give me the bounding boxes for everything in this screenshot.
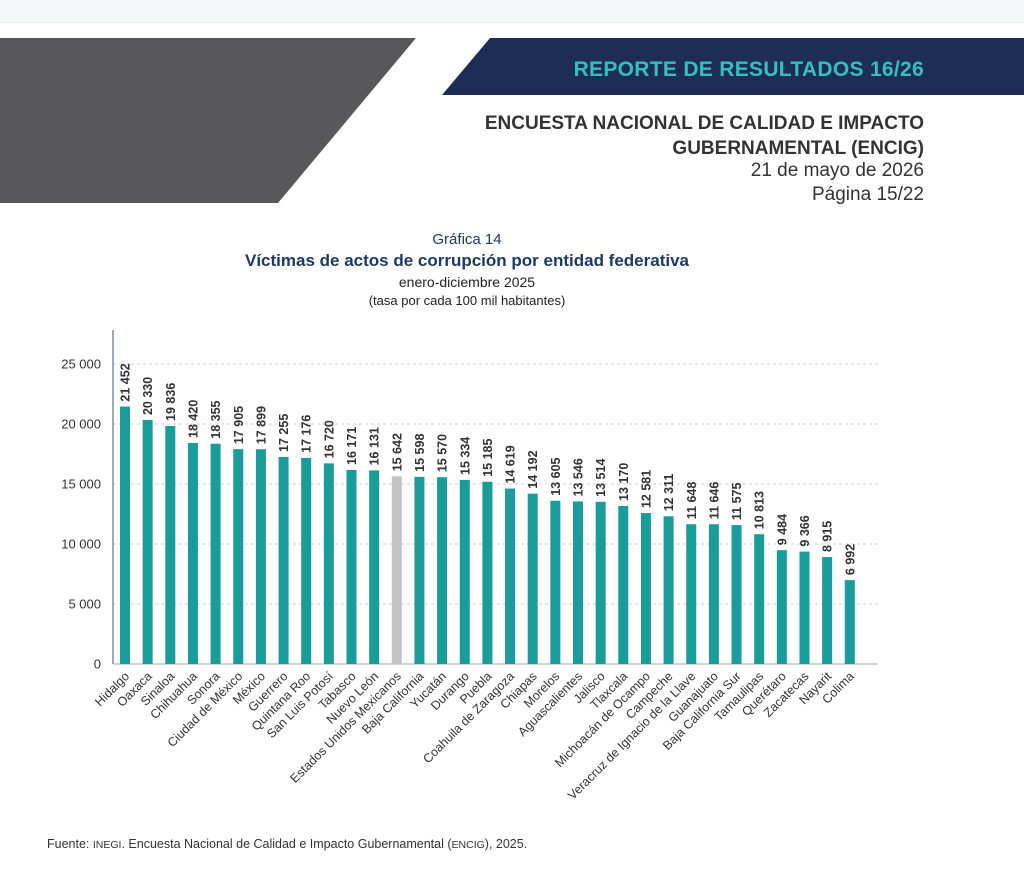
bar bbox=[686, 524, 697, 664]
y-tick-label: 25 000 bbox=[61, 357, 101, 372]
header-banner bbox=[0, 38, 1024, 203]
bar-value-label: 13 170 bbox=[617, 463, 631, 501]
bar-value-label: 11 648 bbox=[685, 482, 699, 520]
y-tick-label: 5 000 bbox=[68, 597, 101, 612]
bar bbox=[323, 463, 334, 664]
bar bbox=[754, 534, 765, 664]
bar-value-label: 13 546 bbox=[572, 458, 586, 496]
bar bbox=[776, 550, 787, 664]
bar-value-label: 15 334 bbox=[458, 437, 472, 475]
bar bbox=[595, 501, 606, 664]
bar bbox=[255, 449, 266, 664]
bar bbox=[527, 493, 538, 664]
bar-value-label: 9 484 bbox=[775, 514, 789, 545]
bar-value-label: 15 570 bbox=[436, 434, 450, 472]
y-tick-label: 15 000 bbox=[61, 477, 101, 492]
bar bbox=[233, 449, 244, 664]
y-tick-label: 20 000 bbox=[61, 417, 101, 432]
bar bbox=[414, 476, 425, 664]
bar bbox=[459, 479, 470, 664]
bar-value-label: 13 514 bbox=[594, 459, 608, 497]
bar-value-label: 13 605 bbox=[549, 457, 563, 495]
bar bbox=[482, 481, 493, 664]
footer-text-after: ), 2025. bbox=[484, 837, 528, 851]
bar-value-label: 6 992 bbox=[843, 544, 857, 575]
bar bbox=[210, 443, 221, 664]
footer-prefix: Fuente: bbox=[47, 837, 90, 851]
bar bbox=[301, 457, 312, 664]
bar-value-label: 15 185 bbox=[481, 438, 495, 476]
bar-value-label: 11 575 bbox=[730, 483, 744, 521]
bar-value-label: 18 420 bbox=[186, 400, 200, 438]
bar bbox=[618, 505, 629, 664]
bar-value-label: 12 311 bbox=[662, 474, 676, 512]
chart-units: (tasa por cada 100 mil habitantes) bbox=[368, 293, 566, 308]
bar bbox=[822, 557, 833, 664]
bar bbox=[640, 513, 651, 664]
y-tick-label: 0 bbox=[94, 657, 101, 672]
source-footer: Fuente: INEGI. Encuesta Nacional de Cali… bbox=[47, 837, 527, 851]
bar-value-label: 20 330 bbox=[141, 377, 155, 415]
bar bbox=[799, 551, 810, 664]
bar-value-label: 16 131 bbox=[368, 427, 382, 465]
chart-label: Gráfica 14 bbox=[432, 231, 502, 248]
bar-value-label: 16 720 bbox=[322, 420, 336, 458]
bar-value-label: 21 452 bbox=[119, 363, 133, 401]
banner-gray-block bbox=[0, 38, 416, 203]
top-strip bbox=[0, 0, 1024, 23]
bar bbox=[120, 406, 130, 664]
bar-value-label: 16 171 bbox=[345, 427, 359, 465]
survey-title: ENCUESTA NACIONAL DE CALIDAD E IMPACTO G… bbox=[484, 113, 924, 159]
footer-text-before: . Encuesta Nacional de Calidad e Impacto… bbox=[121, 837, 452, 851]
bar-value-label: 8 915 bbox=[821, 521, 835, 552]
bar bbox=[550, 500, 561, 664]
report-page-number: Página 15/22 bbox=[812, 184, 924, 205]
bar-value-label: 11 646 bbox=[707, 482, 721, 520]
bar bbox=[391, 476, 402, 664]
bar-value-label: 15 598 bbox=[413, 434, 427, 472]
bar bbox=[731, 525, 742, 664]
bar-value-label: 17 176 bbox=[300, 415, 314, 453]
banner-navy-block bbox=[442, 38, 1024, 95]
bar bbox=[278, 456, 289, 664]
bar-value-label: 14 619 bbox=[504, 445, 518, 483]
bar bbox=[346, 469, 357, 664]
footer-org: INEGI bbox=[92, 839, 122, 851]
bar bbox=[844, 580, 855, 664]
bar-value-label: 17 905 bbox=[232, 406, 246, 444]
bar-value-label: 18 355 bbox=[209, 400, 223, 438]
bar bbox=[187, 442, 198, 664]
bar bbox=[369, 470, 380, 664]
bar-value-label: 17 255 bbox=[277, 414, 291, 452]
chart-title: Víctimas de actos de corrupción por enti… bbox=[244, 251, 689, 270]
bar-value-label: 17 899 bbox=[254, 406, 268, 444]
bar bbox=[573, 501, 583, 664]
bar bbox=[142, 420, 153, 664]
bar-value-label: 15 642 bbox=[390, 433, 404, 471]
bar-value-label: 10 813 bbox=[753, 491, 767, 529]
bar-value-label: 19 836 bbox=[164, 383, 178, 421]
bar bbox=[663, 516, 674, 664]
bar-value-label: 9 366 bbox=[798, 515, 812, 546]
bar-value-label: 14 192 bbox=[526, 450, 540, 488]
bar bbox=[505, 488, 516, 664]
bar bbox=[437, 477, 448, 664]
bar bbox=[165, 425, 176, 664]
report-title: REPORTE DE RESULTADOS 16/26 bbox=[573, 58, 924, 81]
y-tick-label: 10 000 bbox=[61, 537, 101, 552]
bar-value-label: 12 581 bbox=[639, 470, 653, 508]
report-date: 21 de mayo de 2026 bbox=[750, 160, 924, 181]
chart-period: enero-diciembre 2025 bbox=[398, 274, 536, 290]
bar bbox=[708, 524, 719, 664]
footer-acronym: ENCIG bbox=[451, 839, 485, 851]
